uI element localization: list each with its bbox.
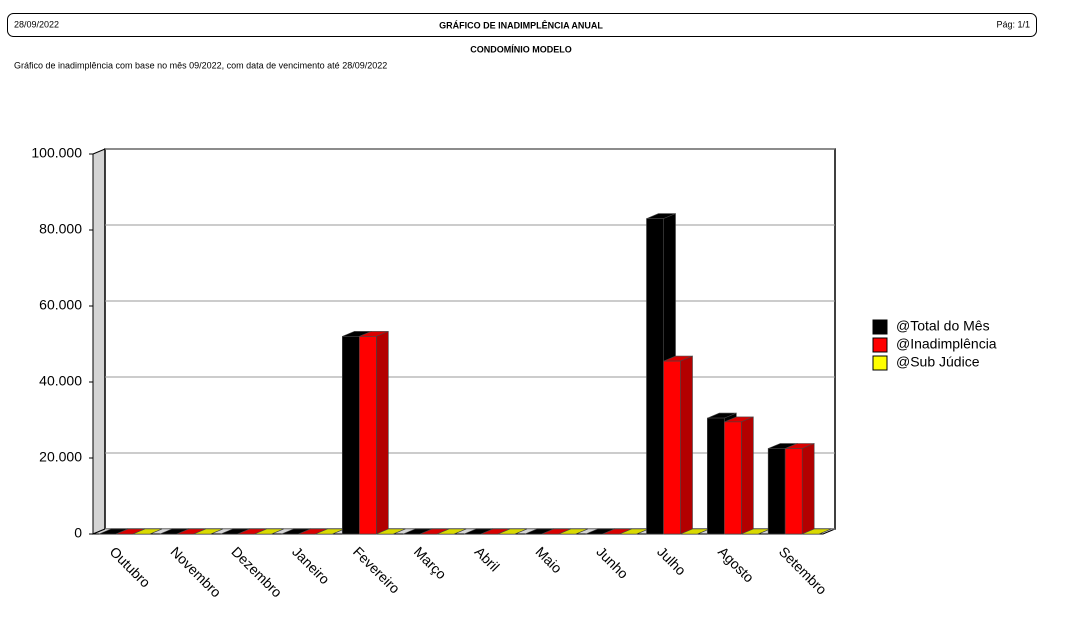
report-title: GRÁFICO DE INADIMPLÊNCIA ANUAL [439,19,603,30]
bar [376,528,406,535]
x-tick-label: Março [411,543,450,582]
bar [784,443,815,535]
bar [558,528,588,535]
side-wall [92,148,106,535]
bar-front [359,336,377,535]
bar [802,528,832,535]
legend-label: @Sub Júdice [896,354,980,370]
bar-side [376,330,389,535]
x-tick-label: Fevereiro [350,543,403,596]
bar [724,416,754,535]
bar-side [514,528,528,535]
legend-swatch [872,337,888,353]
bar-front [724,421,742,535]
report-subtitle: Gráfico de inadimplência com base no mês… [14,60,387,70]
x-tick-label: Agosto [715,543,757,585]
x-tick-label: Abril [472,543,503,574]
y-tick-label: 0 [74,525,82,541]
bar [663,355,693,535]
bar-front [646,218,664,535]
bar-side [680,355,693,535]
bar-side [149,528,163,535]
bar-side [575,528,588,535]
bar-front [767,448,786,535]
bar-side [393,528,406,535]
bar-side [271,528,284,535]
x-tick-label: Dezembro [228,543,285,600]
y-tick-label: 40.000 [39,373,82,389]
bar [497,528,528,535]
bar-side [819,528,832,535]
x-tick-label: Setembro [776,543,830,597]
x-tick-label: Outubro [107,543,154,590]
bar [437,528,467,535]
bar-side [210,528,223,535]
bar-front [784,448,803,535]
bar-front [342,336,360,535]
legend-label: @Total do Mês [896,318,990,334]
header-box [7,13,1037,37]
x-tick-label: Maio [533,543,566,576]
y-tick-label: 60.000 [39,297,82,313]
report-date: 28/09/2022 [14,19,59,29]
bar [132,528,163,535]
y-tick-label: 80.000 [39,221,82,237]
legend-label: @Inadimplência [896,336,997,352]
bar-front [707,417,725,535]
bar-front [663,360,681,535]
bar-side [741,416,754,535]
x-tick-label: Julho [654,543,689,578]
legend-swatch [872,319,888,335]
bar-side [454,528,467,535]
company-name: CONDOMÍNIO MODELO [470,44,572,54]
x-tick-label: Junho [593,543,631,581]
bar [254,528,284,535]
x-tick-label: Janeiro [289,543,333,587]
x-tick-label: Novembro [168,543,225,600]
y-tick-label: 100.000 [31,145,82,161]
bar [193,528,223,535]
legend-swatch [872,355,888,371]
y-tick-label: 20.000 [39,449,82,465]
page-number: Pág: 1/1 [996,19,1030,29]
bars [98,213,832,535]
bar [359,330,389,535]
bar-side [801,443,815,535]
